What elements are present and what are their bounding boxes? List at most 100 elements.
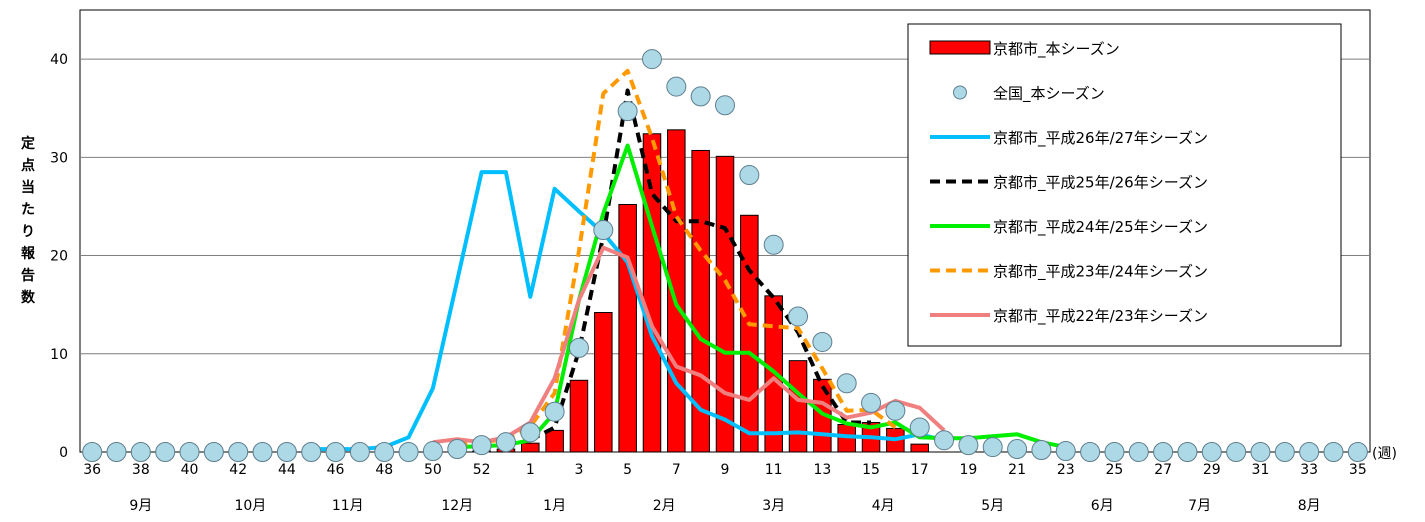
x-tick-label: 3: [575, 462, 584, 478]
x-tick-label: 33: [1300, 462, 1318, 478]
month-label: 2月: [653, 498, 676, 514]
scatter-point: [276, 442, 297, 462]
x-tick-label: 35: [1349, 462, 1367, 478]
y-axis-label-char: 数: [21, 289, 36, 306]
scatter-point: [641, 49, 662, 70]
x-tick-label: 21: [1008, 462, 1026, 478]
scatter-point: [885, 400, 906, 421]
scatter-point: [203, 442, 224, 462]
scatter-point: [325, 442, 346, 462]
legend-label: 京都市_本シーズン: [993, 40, 1120, 59]
scatter-point: [788, 306, 809, 327]
x-tick-label: 27: [1154, 462, 1172, 478]
x-tick-label: 25: [1106, 462, 1124, 478]
legend: 京都市_本シーズン全国_本シーズン京都市_平成26年/27年シーズン京都市_平成…: [907, 23, 1342, 347]
month-labels: 9月 10月 11月 12月 1月 2月 3月 4月 5月 6月 7月 8月: [129, 498, 1320, 514]
scatter-point: [471, 435, 492, 456]
bar: [618, 203, 637, 453]
month-label: 1月: [543, 498, 566, 514]
bar: [545, 429, 564, 453]
legend-swatch: [953, 85, 967, 100]
x-tick-label: 36: [83, 462, 101, 478]
x-tick-label: 19: [959, 462, 977, 478]
month-label: 6月: [1091, 498, 1114, 514]
y-axis-ticks: 0 10 20 30 40: [50, 52, 68, 461]
scatter-point: [1226, 442, 1247, 462]
scatter-point: [1128, 442, 1149, 462]
y-axis-label-char: 定: [21, 135, 35, 152]
series-line: [432, 245, 946, 445]
x-tick-label: 5: [623, 462, 632, 478]
scatter-point: [958, 435, 979, 456]
x-tick-label: 23: [1057, 462, 1075, 478]
scatter-point: [398, 442, 419, 462]
scatter-point: [130, 442, 151, 462]
scatter-point: [715, 95, 735, 116]
scatter-point: [763, 234, 784, 255]
x-tick-label: 40: [181, 462, 199, 478]
y-tick-label: 30: [50, 150, 68, 166]
y-tick-label: 40: [50, 52, 68, 68]
scatter-point: [1177, 442, 1198, 462]
y-axis-label-char: 告: [21, 267, 35, 284]
bar-series: [472, 129, 929, 453]
scatter-point: [690, 86, 711, 107]
x-tick-label: 48: [375, 462, 393, 478]
scatter-point: [82, 442, 103, 462]
bar: [740, 214, 759, 453]
scatter-point: [1299, 442, 1320, 462]
scatter-point: [349, 442, 370, 462]
scatter-point: [374, 442, 395, 462]
y-axis-label-char: り: [21, 224, 35, 240]
y-tick-label: 20: [50, 249, 68, 265]
x-tick-label: 52: [473, 462, 491, 478]
scatter-point: [495, 432, 516, 453]
x-tick-label: 17: [911, 462, 929, 478]
scatter-point: [1031, 440, 1052, 461]
month-label: 12月: [441, 498, 473, 514]
bar: [521, 442, 540, 453]
x-tick-label: 44: [278, 462, 296, 478]
x-tick-label: 1: [526, 462, 535, 478]
line-series: [311, 68, 1067, 452]
y-axis-label-char: 当: [21, 179, 35, 196]
x-tick-label: 13: [813, 462, 831, 478]
scatter-point: [617, 101, 638, 122]
bar: [788, 360, 808, 453]
y-tick-label: 10: [50, 347, 68, 363]
x-tick-label: 29: [1203, 462, 1221, 478]
scatter-point: [1055, 441, 1076, 462]
scatter-point: [520, 422, 541, 443]
scatter-point: [1080, 442, 1101, 462]
month-label: 4月: [872, 498, 895, 514]
month-label: 11月: [332, 498, 364, 514]
scatter-point: [1347, 442, 1368, 462]
x-tick-label: 7: [672, 462, 681, 478]
scatter-point: [301, 442, 322, 462]
x-tick-label: 42: [229, 462, 247, 478]
series-line: [529, 88, 871, 442]
month-label: 9月: [129, 498, 152, 514]
scatter-point: [836, 373, 857, 394]
y-axis-label-char: 点: [21, 157, 35, 174]
scatter-series: [82, 49, 1368, 462]
y-tick-label: 0: [59, 445, 68, 461]
month-label: 5月: [981, 498, 1004, 514]
legend-box: [907, 23, 1342, 347]
legend-swatch: [929, 40, 991, 55]
legend-label: 京都市_平成22年/23年シーズン: [993, 307, 1208, 326]
scatter-point: [568, 337, 589, 358]
scatter-point: [155, 442, 176, 462]
y-axis-label-char: 報: [21, 245, 36, 262]
x-tick-label: 11: [765, 462, 783, 478]
scatter-point: [422, 441, 443, 462]
scatter-point: [179, 442, 200, 462]
scatter-point: [1274, 442, 1295, 462]
month-label: 8月: [1298, 498, 1321, 514]
legend-label: 京都市_平成23年/24年シーズン: [993, 263, 1208, 282]
x-tick-label: 50: [424, 462, 442, 478]
bar: [715, 155, 735, 453]
scatter-point: [252, 442, 273, 462]
legend-label: 全国_本シーズン: [993, 85, 1105, 104]
